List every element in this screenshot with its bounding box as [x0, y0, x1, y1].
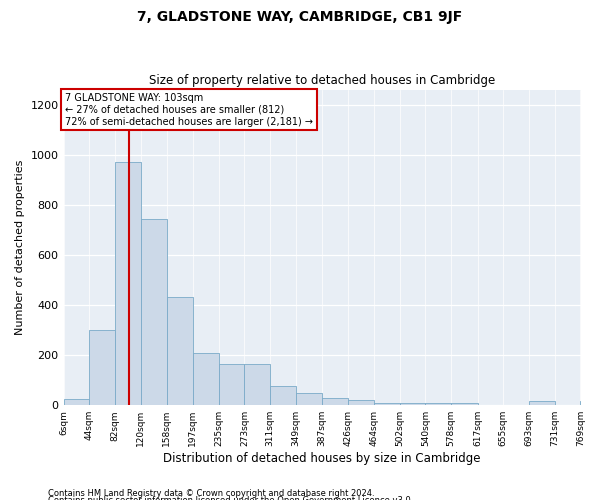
Bar: [451, 402, 478, 405]
Text: 7 GLADSTONE WAY: 103sqm
← 27% of detached houses are smaller (812)
72% of semi-d: 7 GLADSTONE WAY: 103sqm ← 27% of detache…: [65, 94, 313, 126]
Bar: [89, 330, 115, 405]
Bar: [218, 364, 244, 405]
Bar: [115, 162, 141, 405]
Bar: [580, 402, 600, 405]
Text: Contains public sector information licensed under the Open Government Licence v3: Contains public sector information licen…: [48, 496, 413, 500]
Bar: [425, 402, 451, 405]
Bar: [296, 392, 322, 405]
Bar: [244, 364, 270, 405]
Title: Size of property relative to detached houses in Cambridge: Size of property relative to detached ho…: [149, 74, 495, 87]
Bar: [270, 386, 296, 405]
Bar: [141, 218, 167, 405]
Y-axis label: Number of detached properties: Number of detached properties: [15, 160, 25, 335]
Bar: [167, 298, 193, 405]
Text: 7, GLADSTONE WAY, CAMBRIDGE, CB1 9JF: 7, GLADSTONE WAY, CAMBRIDGE, CB1 9JF: [137, 10, 463, 24]
Bar: [322, 398, 348, 405]
Bar: [348, 400, 374, 405]
Bar: [529, 402, 555, 405]
X-axis label: Distribution of detached houses by size in Cambridge: Distribution of detached houses by size …: [163, 452, 481, 465]
Bar: [374, 402, 400, 405]
Bar: [64, 399, 89, 405]
Text: Contains HM Land Registry data © Crown copyright and database right 2024.: Contains HM Land Registry data © Crown c…: [48, 488, 374, 498]
Bar: [400, 402, 425, 405]
Bar: [193, 352, 218, 405]
